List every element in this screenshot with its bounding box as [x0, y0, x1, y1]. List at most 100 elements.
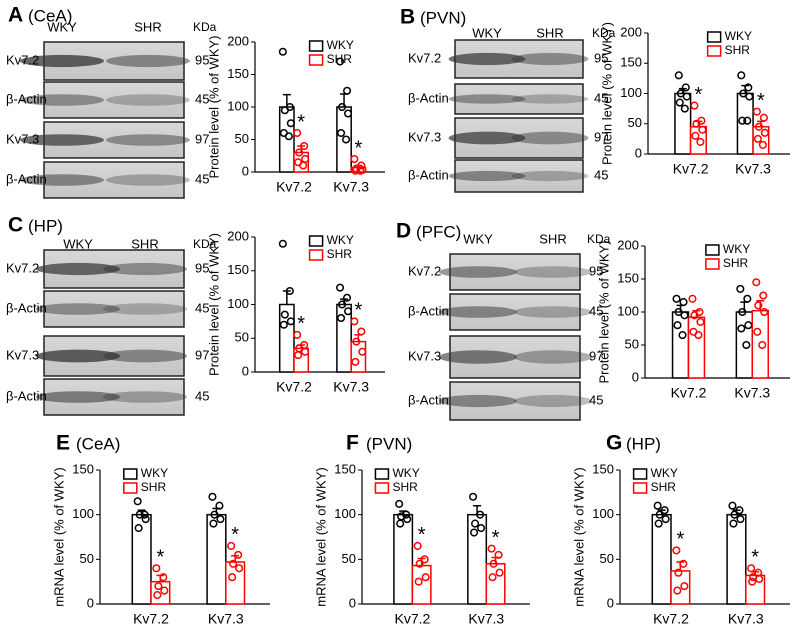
data-point — [159, 573, 168, 582]
blot-band — [439, 394, 517, 408]
blot-row-label: β-Actin — [6, 300, 47, 315]
data-point — [351, 166, 360, 175]
data-point — [495, 568, 504, 577]
blot-kda: 97 — [195, 131, 209, 146]
y-tick-label: 200 — [227, 33, 249, 48]
data-point — [488, 573, 497, 582]
x-tick-label: Kv7.2 — [276, 379, 312, 395]
data-point — [215, 501, 224, 510]
data-point — [661, 515, 670, 524]
panel-letter: C — [8, 214, 23, 237]
data-point — [743, 116, 752, 125]
blot-row-label: Kv7.2 — [6, 260, 39, 275]
blot-unit: KDa — [592, 26, 616, 40]
data-point — [336, 57, 345, 66]
data-point — [653, 501, 662, 510]
data-point — [691, 131, 700, 140]
panel-letter: E — [56, 432, 70, 455]
blot-band — [103, 391, 187, 403]
panel-letter: G — [606, 432, 622, 455]
blot-kda: 45 — [195, 300, 209, 315]
data-point — [402, 510, 411, 519]
data-point — [739, 89, 748, 98]
panel-letter: B — [400, 6, 415, 29]
legend-swatch — [308, 235, 324, 247]
x-tick-label: Kv7.2 — [671, 385, 707, 401]
x-tick-label: Kv7.3 — [728, 611, 764, 627]
blot-unit: KDa — [587, 232, 611, 246]
y-tick-label: 100 — [617, 303, 639, 318]
y-tick-label: 150 — [227, 66, 249, 81]
blot-band — [20, 134, 104, 146]
data-point — [469, 492, 478, 501]
y-tick-label: 50 — [235, 330, 249, 345]
x-tick-label: Kv7.2 — [653, 611, 689, 627]
blot-strip — [454, 83, 584, 115]
data-point — [336, 283, 345, 292]
data-point — [351, 357, 360, 366]
data-point — [753, 134, 762, 143]
data-point — [135, 510, 144, 519]
blot-row-label: β-Actin — [6, 388, 47, 403]
blot-band — [448, 52, 526, 66]
blot-band — [448, 170, 526, 182]
data-point — [154, 582, 163, 591]
data-point — [737, 71, 746, 80]
blot-row-label: Kv7.2 — [408, 263, 441, 278]
data-point — [420, 555, 429, 564]
data-point — [286, 317, 295, 326]
data-point — [487, 544, 496, 553]
data-point — [672, 294, 681, 303]
blot-band — [106, 94, 190, 106]
legend-label: SHR — [327, 52, 353, 66]
panel-title: (CeA) — [76, 434, 120, 453]
data-point — [735, 506, 744, 515]
blot-row-label: Kv7.2 — [6, 52, 39, 67]
y-tick-label: 0 — [635, 145, 642, 160]
blot-kda: 95 — [594, 50, 608, 65]
data-point — [688, 294, 697, 303]
x-tick-label: Kv7.2 — [276, 179, 312, 195]
data-point — [337, 128, 346, 138]
blot-row-label: Kv7.3 — [6, 131, 39, 146]
data-point — [342, 135, 351, 144]
significance-mark: * — [676, 529, 684, 551]
data-point — [737, 324, 746, 333]
legend-swatch — [308, 249, 324, 261]
blot-row-label: β-Actin — [408, 90, 449, 105]
y-tick-label: 0 — [242, 163, 249, 178]
y-tick-label: 100 — [72, 506, 94, 521]
data-point — [742, 340, 751, 350]
blot-band — [511, 170, 589, 182]
blot-kda: 45 — [589, 392, 603, 407]
data-point — [421, 573, 430, 582]
data-point — [285, 286, 294, 296]
data-point — [679, 559, 688, 568]
legend-swatch — [308, 40, 324, 52]
data-point — [134, 524, 143, 533]
blot-column-label: SHR — [131, 236, 158, 251]
data-point — [681, 83, 690, 92]
y-tick-label: 100 — [227, 296, 249, 311]
data-point — [471, 519, 480, 528]
x-tick-label: Kv7.2 — [133, 611, 169, 627]
y-tick-label: 200 — [620, 24, 642, 39]
legend-label: WKY — [725, 29, 752, 43]
blot-column-label: SHR — [539, 231, 566, 246]
bar — [393, 513, 414, 605]
legend-label: SHR — [725, 43, 751, 57]
data-point — [673, 586, 682, 595]
bar — [350, 340, 367, 373]
blot-column-label: SHR — [134, 19, 161, 34]
y-tick-label: 150 — [72, 461, 94, 476]
data-point — [698, 125, 707, 134]
blot-row-label: β-Actin — [6, 91, 47, 106]
y-tick-label: 0 — [632, 369, 639, 384]
legend-label: WKY — [327, 233, 354, 247]
data-point — [338, 300, 347, 309]
legend-label: WKY — [392, 466, 419, 480]
data-point — [690, 101, 699, 110]
data-point — [357, 327, 366, 336]
data-point — [494, 550, 503, 559]
data-point — [682, 92, 691, 101]
